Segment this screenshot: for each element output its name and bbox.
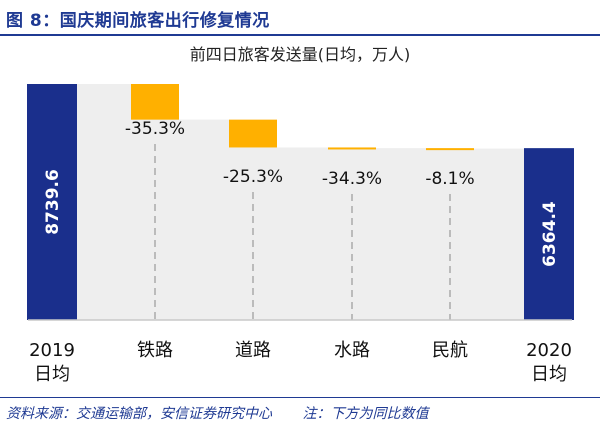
total-label-start: 8739.6 (43, 169, 63, 235)
category-label: 2020 (526, 340, 572, 361)
category-label: 日均 (531, 364, 567, 385)
source-text: 资料来源：交通运输部，安信证券研究中心 (6, 406, 272, 422)
yoy-label-4: -8.1% (425, 169, 474, 189)
decrease-bar-2 (229, 119, 277, 148)
category-label: 道路 (235, 340, 271, 361)
yoy-label-3: -34.3% (322, 169, 382, 189)
connector-area (77, 84, 524, 320)
footer: 资料来源：交通运输部，安信证券研究中心 注：下方为同比数值 (6, 403, 428, 423)
waterfall-chart: 前四日旅客发送量(日均，万人) 8739.6 6364.4 -35.3% -25.3% -… (27, 45, 574, 385)
footer-rule (0, 397, 600, 398)
total-bar-start (27, 84, 77, 320)
category-label: 民航 (432, 340, 468, 361)
decrease-bar-1 (131, 84, 179, 120)
decrease-bar-4 (426, 148, 474, 151)
total-bar-end (524, 148, 574, 320)
decrease-bar-3 (328, 147, 376, 150)
yoy-label-1: -35.3% (125, 119, 185, 139)
category-label: 水路 (334, 340, 370, 361)
yoy-label-2: -25.3% (223, 167, 283, 187)
category-label: 铁路 (137, 340, 173, 361)
total-label-end: 6364.4 (540, 201, 560, 267)
chart-title: 前四日旅客发送量(日均，万人) (190, 45, 411, 64)
figure-title: 图 8：国庆期间旅客出行修复情况 (6, 11, 270, 31)
category-label: 日均 (34, 364, 70, 385)
title-rule (0, 34, 600, 36)
category-label: 2019 (29, 340, 75, 361)
note-text: 注：下方为同比数值 (302, 406, 429, 422)
